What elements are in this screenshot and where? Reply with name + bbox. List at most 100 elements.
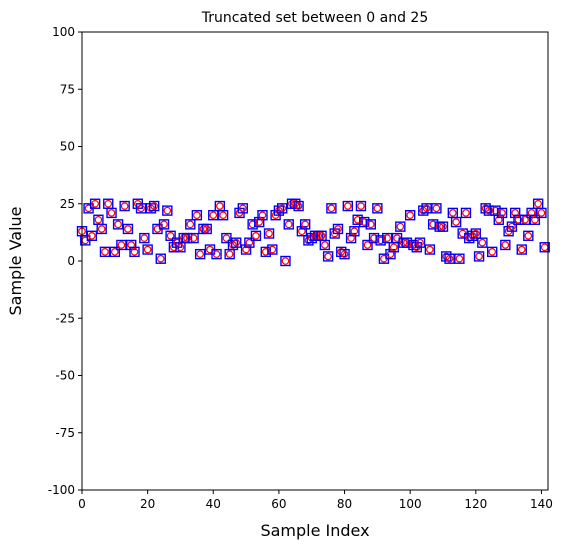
- x-tick-label: 120: [464, 497, 487, 511]
- y-tick-label: 100: [52, 25, 75, 39]
- point-circle-marker: [124, 225, 132, 233]
- point-circle-marker: [399, 238, 408, 247]
- point-square-marker: [526, 207, 537, 219]
- data-point: [254, 216, 265, 228]
- point-circle-marker: [389, 243, 398, 252]
- point-square-marker: [273, 205, 285, 216]
- point-circle-marker: [376, 236, 385, 245]
- point-circle-marker: [278, 204, 286, 213]
- point-square-marker: [293, 200, 304, 212]
- data-point: [267, 244, 278, 255]
- point-square-marker: [372, 203, 383, 214]
- point-circle-marker: [88, 232, 96, 240]
- point-circle-marker: [524, 232, 533, 240]
- data-point: [523, 230, 534, 242]
- plot-frame: [81, 31, 549, 491]
- data-points: [76, 198, 550, 267]
- point-circle-marker: [439, 222, 447, 231]
- point-circle-marker: [347, 234, 355, 242]
- point-circle-marker: [327, 204, 336, 213]
- point-circle-marker: [117, 241, 126, 249]
- point-square-marker: [299, 219, 311, 230]
- point-square-marker: [529, 214, 541, 225]
- point-circle-marker: [321, 241, 329, 249]
- point-square-marker: [181, 232, 193, 244]
- point-circle-marker: [406, 211, 414, 220]
- point-square-marker: [126, 239, 137, 251]
- point-circle-marker: [143, 245, 152, 254]
- point-square-marker: [231, 237, 242, 248]
- point-circle-marker: [527, 209, 536, 217]
- point-square-marker: [86, 230, 98, 242]
- data-point: [263, 228, 275, 239]
- point-circle-marker: [455, 254, 464, 263]
- point-square-marker: [395, 221, 406, 232]
- point-square-marker: [112, 219, 124, 230]
- data-point: [395, 221, 406, 232]
- point-square-marker: [240, 244, 252, 255]
- y-tick-label: -50: [55, 369, 75, 383]
- point-square-marker: [148, 200, 160, 212]
- data-point: [493, 214, 504, 225]
- data-point: [139, 232, 150, 244]
- data-point: [112, 219, 124, 230]
- point-circle-marker: [193, 211, 201, 220]
- point-circle-marker: [475, 252, 483, 261]
- data-point: [355, 200, 367, 212]
- point-square-marker: [509, 207, 521, 219]
- point-square-marker: [362, 239, 373, 251]
- point-circle-marker: [360, 218, 369, 226]
- point-square-marker: [165, 230, 176, 242]
- point-circle-marker: [501, 241, 510, 249]
- chart-title: Truncated set between 0 and 25: [201, 10, 429, 26]
- point-circle-marker: [248, 220, 257, 229]
- point-circle-marker: [435, 222, 444, 231]
- point-square-marker: [267, 244, 278, 255]
- point-circle-marker: [225, 250, 234, 258]
- point-square-marker: [332, 223, 344, 235]
- point-circle-marker: [317, 232, 326, 240]
- data-point: [444, 253, 455, 264]
- point-square-marker: [145, 203, 157, 214]
- point-circle-marker: [137, 204, 145, 213]
- point-circle-marker: [150, 202, 158, 210]
- point-square-marker: [513, 214, 524, 225]
- data-point: [106, 207, 117, 219]
- data-point: [536, 207, 547, 219]
- data-point: [283, 219, 294, 230]
- point-circle-marker: [209, 211, 218, 220]
- point-circle-marker: [386, 250, 395, 258]
- point-circle-marker: [261, 248, 270, 256]
- point-circle-marker: [301, 220, 309, 229]
- point-circle-marker: [160, 220, 168, 229]
- point-circle-marker: [163, 206, 172, 215]
- data-point: [201, 223, 212, 235]
- data-point: [424, 244, 436, 255]
- point-circle-marker: [212, 250, 221, 258]
- point-square-marker: [211, 248, 222, 260]
- point-square-marker: [96, 223, 107, 235]
- point-circle-marker: [120, 202, 129, 210]
- point-circle-marker: [176, 243, 185, 252]
- point-square-marker: [345, 232, 357, 244]
- point-circle-marker: [416, 238, 424, 247]
- data-point: [477, 237, 488, 248]
- point-square-marker: [142, 244, 153, 255]
- point-square-marker: [483, 205, 495, 216]
- point-circle-marker: [426, 245, 434, 254]
- point-circle-marker: [216, 202, 224, 210]
- point-square-marker: [263, 228, 275, 239]
- point-square-marker: [244, 237, 255, 248]
- point-circle-marker: [357, 202, 365, 210]
- data-point: [372, 203, 383, 214]
- x-tick-label: 100: [399, 497, 422, 511]
- point-circle-marker: [452, 218, 460, 226]
- point-circle-marker: [202, 225, 211, 233]
- point-circle-marker: [91, 199, 99, 208]
- point-circle-marker: [179, 234, 188, 242]
- data-point: [506, 221, 518, 232]
- point-square-marker: [336, 246, 347, 258]
- data-point: [148, 200, 160, 212]
- data-point: [191, 209, 203, 221]
- data-point: [322, 251, 334, 262]
